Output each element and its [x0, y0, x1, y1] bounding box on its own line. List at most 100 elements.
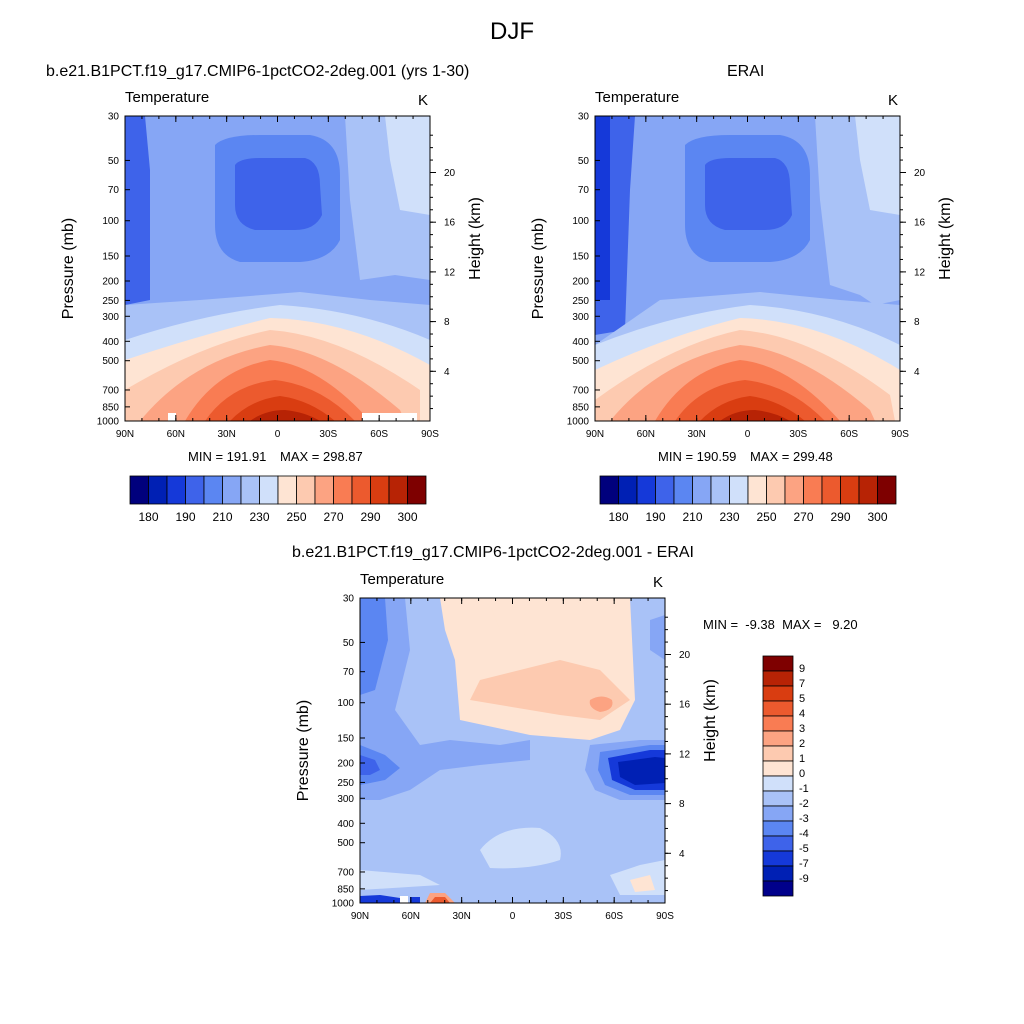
y-tick-label: 300 — [572, 312, 589, 323]
missing-data — [168, 413, 176, 421]
y-right-tick-label: 4 — [444, 367, 450, 378]
y-right-tick-label: 20 — [444, 168, 456, 179]
y-right-tick-label: 4 — [679, 849, 685, 860]
y-tick-label: 400 — [572, 337, 589, 348]
colorbar-swatch — [636, 475, 656, 505]
colorbar-swatch — [314, 475, 334, 505]
contour-fill — [360, 598, 388, 695]
panel-title-erai: ERAI — [727, 63, 765, 80]
y-tick-label: 50 — [578, 156, 590, 167]
colorbar-swatch — [803, 475, 823, 505]
colorbar-swatch — [240, 475, 260, 505]
y-right-tick-label: 12 — [444, 267, 456, 278]
x-tick-label: 90N — [351, 911, 369, 922]
colorbar-label: 210 — [212, 510, 232, 524]
y-right-tick-label: 8 — [914, 317, 920, 328]
colorbar-swatch — [673, 475, 693, 505]
colorbar-swatch — [388, 475, 408, 505]
colorbar-swatch — [762, 805, 794, 822]
y-tick-label: 500 — [572, 356, 589, 367]
y-axis-label: Pressure (mb) — [530, 218, 547, 319]
y-tick-label: 500 — [102, 356, 119, 367]
x-tick-label: 90S — [421, 429, 439, 440]
y-tick-label: 100 — [572, 216, 589, 227]
colorbar-swatch — [129, 475, 149, 505]
colorbar-label: 210 — [682, 510, 702, 524]
colorbar-label: 270 — [323, 510, 343, 524]
colorbar-swatch — [840, 475, 860, 505]
x-tick-label: 60S — [605, 911, 623, 922]
panel-title-model: b.e21.B1PCT.f19_g17.CMIP6-1pctCO2-2deg.0… — [46, 63, 470, 80]
y-right-tick-label: 8 — [444, 317, 450, 328]
contour-fill — [720, 410, 790, 421]
y-tick-label: 700 — [337, 867, 354, 878]
colorbar-label: 7 — [799, 678, 805, 690]
contour-fill — [480, 827, 561, 869]
heatmap-diff — [360, 598, 665, 903]
contour-fill — [650, 615, 665, 660]
colorbar-swatch — [351, 475, 371, 505]
min-label-model: MIN = 191.91 — [188, 449, 267, 464]
colorbar-swatch — [762, 670, 794, 687]
y-tick-label: 250 — [337, 778, 354, 789]
units-label-erai: K — [888, 92, 899, 109]
minmax-label-diff: MIN = -9.38 MAX = 9.20 — [703, 617, 858, 632]
colorbar-label: -1 — [799, 783, 809, 795]
colorbar-label: 290 — [830, 510, 850, 524]
colorbar-label: 1 — [799, 753, 805, 765]
y-right-tick-label: 12 — [914, 267, 926, 278]
colorbar-label: 230 — [719, 510, 739, 524]
contour-fill — [410, 897, 420, 903]
colorbar-swatch — [692, 475, 712, 505]
y-tick-label: 150 — [572, 251, 589, 262]
panel-title-diff: b.e21.B1PCT.f19_g17.CMIP6-1pctCO2-2deg.0… — [292, 544, 694, 561]
x-tick-label: 30N — [687, 429, 705, 440]
variable-label-model: Temperature — [125, 89, 210, 106]
colorbar-label: 250 — [286, 510, 306, 524]
y-tick-label: 200 — [572, 277, 589, 288]
min-label-erai: MIN = 190.59 — [658, 449, 737, 464]
colorbar-label: 270 — [793, 510, 813, 524]
y-tick-label: 400 — [337, 819, 354, 830]
y-right-tick-label: 20 — [914, 168, 926, 179]
y-right-tick-label: 4 — [914, 367, 920, 378]
colorbar-swatch — [821, 475, 841, 505]
colorbar-swatch — [203, 475, 223, 505]
contour-fill — [700, 396, 805, 421]
contour-fill — [360, 895, 400, 903]
y-tick-label: 850 — [572, 402, 589, 413]
y-tick-label: 150 — [102, 251, 119, 262]
colorbar-label: -2 — [799, 798, 809, 810]
x-tick-label: 90S — [891, 429, 909, 440]
contour-fill — [618, 757, 665, 785]
y-tick-label: 300 — [337, 794, 354, 805]
y-tick-label: 70 — [343, 667, 355, 678]
y-tick-label: 30 — [108, 112, 120, 123]
colorbar-label: 4 — [799, 708, 805, 720]
colorbar-label: 250 — [756, 510, 776, 524]
x-tick-label: 60N — [167, 429, 185, 440]
axes-layer: 3050701001502002503004005007008501000481… — [60, 112, 954, 923]
y-right-axis-label: Height (km) — [467, 197, 484, 280]
colorbar-swatch — [766, 475, 786, 505]
y-tick-label: 30 — [343, 594, 355, 605]
x-tick-label: 60N — [637, 429, 655, 440]
colorbar-label: 230 — [249, 510, 269, 524]
colorbar-swatch — [762, 700, 794, 717]
x-tick-label: 0 — [510, 911, 516, 922]
x-tick-label: 90N — [116, 429, 134, 440]
colorbar-label: -9 — [799, 873, 809, 885]
colorbar-swatch — [762, 745, 794, 762]
colorbar-label: 2 — [799, 738, 805, 750]
colorbar-label: 180 — [608, 510, 628, 524]
colorbar-label: 9 — [799, 663, 805, 675]
colorbar-label: 190 — [645, 510, 665, 524]
colorbar-swatch — [762, 655, 794, 672]
colorbar-swatch — [784, 475, 804, 505]
x-tick-label: 30S — [554, 911, 572, 922]
colorbar-label: -7 — [799, 858, 809, 870]
y-tick-label: 250 — [102, 296, 119, 307]
colorbar-label: 0 — [799, 768, 805, 780]
colorbar-swatch — [762, 880, 794, 897]
